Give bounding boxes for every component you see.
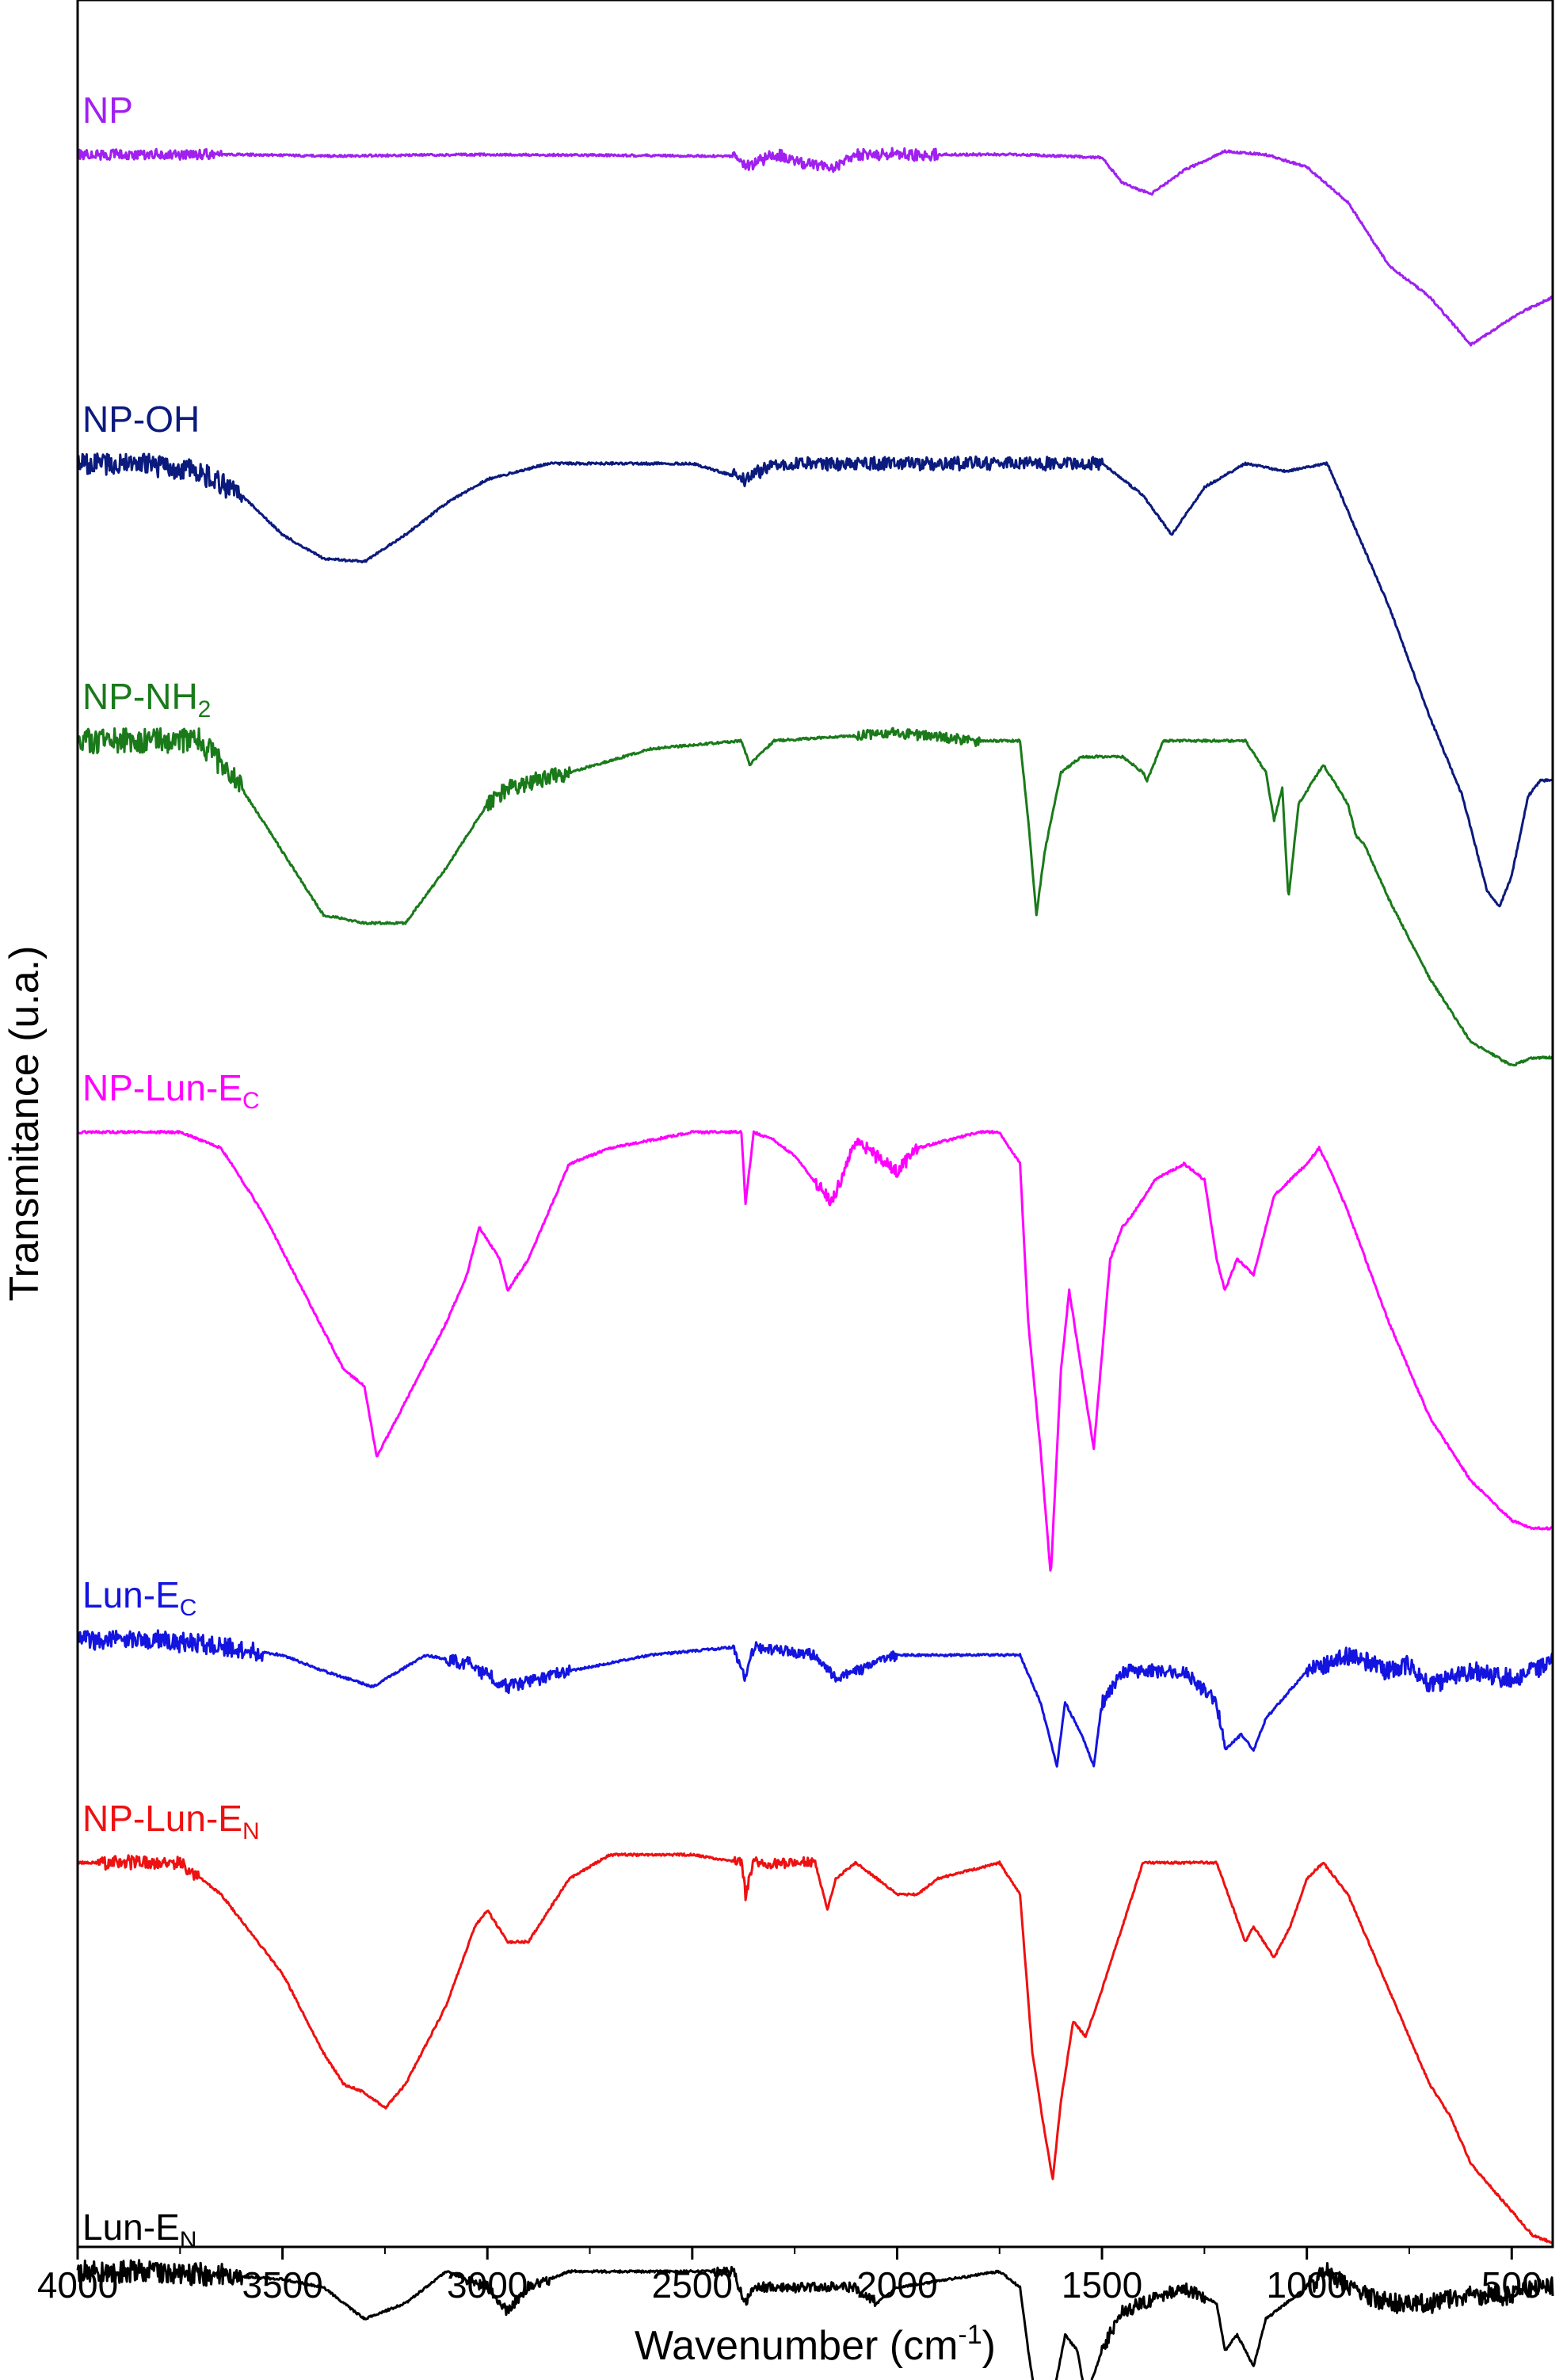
x-axis-title: Wavenumber (cm-1)	[635, 2320, 996, 2369]
x-tick-label-1: 3500	[242, 2264, 322, 2306]
series-label-sub-3: C	[242, 1088, 260, 1114]
series-line-5	[77, 1852, 1554, 2245]
series-label-main-0: NP	[82, 90, 133, 131]
x-axis-title-unit: cm	[903, 2323, 958, 2369]
y-axis-title: Transmitance (u.a.)	[2, 946, 48, 1302]
series-label-1: NP-OH	[82, 399, 200, 440]
series-label-main-2: NP-NH	[82, 676, 198, 717]
series-line-0	[76, 147, 1554, 347]
series-line-3	[76, 1130, 1554, 1572]
series-label-0: NP	[82, 90, 133, 131]
series-label-4: Lun-EC	[82, 1574, 196, 1621]
plot-frame	[76, 0, 1554, 2248]
x-axis-title-exp: -1	[958, 2320, 982, 2350]
x-tick-label-3: 2500	[652, 2264, 733, 2306]
series-label-sub-4: C	[180, 1595, 197, 1621]
x-axis-title-close: )	[982, 2323, 996, 2369]
series-label-main-5: NP-Lun-E	[82, 1798, 242, 1839]
series-label-sub-5: N	[242, 1818, 260, 1844]
x-tick-label-0: 4000	[37, 2264, 118, 2306]
series-label-5: NP-Lun-EN	[82, 1798, 260, 1844]
x-tick-label-7: 500	[1481, 2264, 1542, 2306]
x-axis-ticks: 4000 3500 3000 2500 2000 1500 1000 500	[37, 2247, 1542, 2306]
x-axis-title-paren: (	[878, 2323, 903, 2369]
series-label-3: NP-Lun-EC	[82, 1067, 260, 1114]
series-label-2: NP-NH2	[82, 676, 211, 723]
series-line-1	[76, 452, 1554, 908]
x-tick-label-4: 2000	[856, 2264, 937, 2306]
series-label-main-1: NP-OH	[82, 399, 200, 440]
x-axis-title-main: Wavenumber	[635, 2323, 878, 2369]
series-line-4	[77, 1629, 1554, 1768]
series-line-6	[76, 2259, 1554, 2380]
x-tick-label-6: 1000	[1266, 2264, 1347, 2306]
series-label-sub-6: N	[180, 2227, 197, 2253]
series-layer	[76, 147, 1554, 2380]
series-labels-layer: NPNP-OHNP-NH2NP-Lun-ECLun-ECNP-Lun-ENLun…	[82, 90, 260, 2253]
series-label-main-6: Lun-E	[82, 2206, 180, 2248]
x-tick-label-2: 3000	[447, 2264, 528, 2306]
x-tick-label-5: 1500	[1062, 2264, 1142, 2306]
series-line-2	[76, 727, 1554, 1066]
series-label-sub-2: 2	[198, 696, 212, 723]
series-label-main-3: NP-Lun-E	[82, 1067, 242, 1108]
series-label-main-4: Lun-E	[82, 1574, 180, 1615]
